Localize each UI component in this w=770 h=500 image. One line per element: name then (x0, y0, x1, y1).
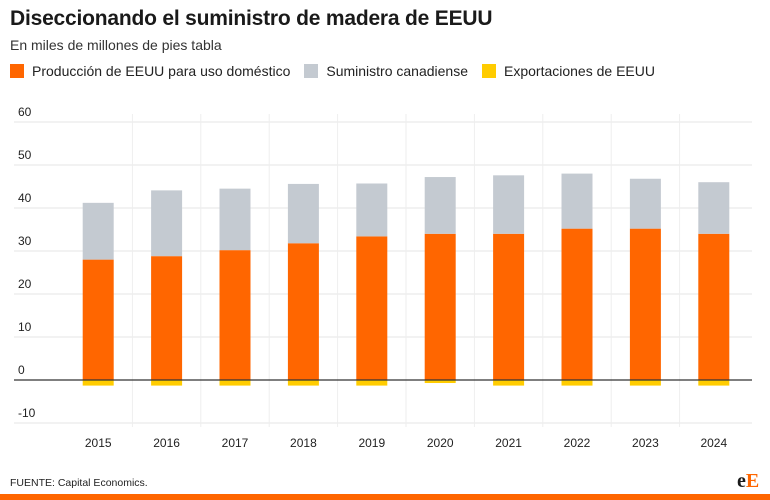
legend-swatch-us-production (10, 64, 24, 78)
bar-segment-2024-s1 (698, 182, 730, 234)
bar-segment-2023-s2 (629, 380, 661, 386)
bar-segment-2023-s0 (629, 228, 661, 380)
bar-segment-2018-s2 (287, 380, 319, 386)
x-tick-label: 2015 (85, 436, 112, 450)
footer-accent-bar (0, 494, 770, 500)
bar-segment-2024-s0 (698, 233, 730, 380)
stacked-bar-chart: 60 50 40 30 20 10 0 -10 2015 2016 2017 2018 2019 2020… (14, 105, 752, 450)
bar-segment-2019-s0 (356, 236, 388, 380)
bar-segment-2016-s2 (151, 380, 183, 386)
bar-segment-2020-s0 (424, 233, 456, 380)
x-tick-label: 2019 (358, 436, 385, 450)
bar-segment-2015-s2 (82, 380, 114, 386)
x-tick-label: 2016 (153, 436, 180, 450)
bars-layer (82, 173, 730, 386)
x-tick-label: 2022 (564, 436, 591, 450)
bar-segment-2022-s0 (561, 228, 593, 380)
x-tick-label: 2020 (427, 436, 454, 450)
bar-segment-2019-s2 (356, 380, 388, 386)
axis-layer: 60 50 40 30 20 10 0 -10 2015 2016 2017 2018 2019 2020… (14, 105, 752, 450)
y-tick-label: 10 (18, 320, 32, 334)
legend-label-us-production: Producción de EEUU para uso doméstico (32, 63, 291, 79)
bar-segment-2022-s1 (561, 173, 593, 229)
bar-segment-2022-s2 (561, 380, 593, 386)
y-tick-label: -10 (18, 406, 36, 420)
grid-layer (14, 114, 752, 427)
bar-segment-2016-s1 (151, 190, 183, 257)
bar-segment-2020-s1 (424, 177, 456, 234)
x-tick-label: 2023 (632, 436, 659, 450)
y-tick-label: 50 (18, 148, 32, 162)
legend-item-us-production: Producción de EEUU para uso doméstico (10, 63, 290, 79)
bar-segment-2021-s2 (493, 380, 525, 386)
chart-title: Diseccionando el suministro de madera de… (10, 7, 493, 30)
bar-segment-2019-s1 (356, 183, 388, 237)
bar-segment-2015-s0 (82, 259, 114, 380)
brand-logo-e: e (737, 470, 746, 492)
legend-item-canadian-supply: Suministro canadiense (304, 63, 468, 79)
legend-swatch-canadian-supply (304, 64, 319, 78)
legend-label-canadian-supply: Suministro canadiense (326, 63, 468, 79)
bar-segment-2017-s2 (219, 380, 251, 386)
source-note: FUENTE: Capital Economics. (10, 477, 148, 489)
brand-logo: eE (737, 470, 759, 493)
x-tick-label: 2017 (222, 436, 249, 450)
legend-label-us-exports: Exportaciones de EEUU (504, 63, 655, 79)
bar-segment-2021-s1 (493, 175, 525, 234)
bar-segment-2018-s0 (287, 243, 319, 380)
y-tick-label: 60 (18, 105, 32, 119)
y-tick-label: 20 (18, 277, 32, 291)
brand-logo-E: E (745, 470, 760, 492)
x-tick-label: 2024 (700, 436, 727, 450)
bar-segment-2015-s1 (82, 202, 114, 260)
bar-segment-2016-s0 (151, 256, 183, 380)
bar-segment-2017-s1 (219, 188, 251, 251)
bar-segment-2017-s0 (219, 250, 251, 380)
legend-item-us-exports: Exportaciones de EEUU (482, 63, 655, 79)
x-tick-label: 2018 (290, 436, 317, 450)
bar-segment-2024-s2 (698, 380, 730, 386)
bar-segment-2020-s2 (424, 380, 456, 384)
x-tick-label: 2021 (495, 436, 522, 450)
y-tick-label: 30 (18, 234, 32, 248)
y-tick-label: 40 (18, 191, 32, 205)
bar-segment-2023-s1 (629, 178, 661, 229)
bar-segment-2021-s0 (493, 233, 525, 380)
legend: Producción de EEUU para uso doméstico Su… (10, 63, 669, 79)
chart-subtitle: En miles de millones de pies tabla (10, 37, 222, 53)
bar-segment-2018-s1 (287, 183, 319, 244)
legend-swatch-us-exports (482, 64, 496, 78)
y-tick-label: 0 (18, 363, 25, 377)
